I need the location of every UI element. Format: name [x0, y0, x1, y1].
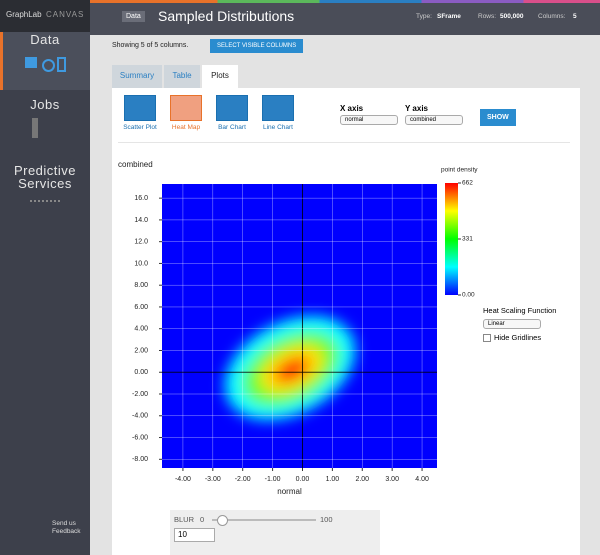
plot-type[interactable]: Scatter Plot	[118, 95, 162, 131]
colorbar	[445, 183, 458, 295]
chart: -4.00 -3.00 -2.00 -1.00 0.00 1.00 2.00 3.00 4.00…	[118, 160, 478, 496]
ps-icon	[30, 200, 60, 212]
type: SFrame	[437, 13, 461, 20]
y-tick-label: 14.0	[134, 217, 148, 224]
y-tick-label: -2.00	[132, 391, 148, 398]
show-button[interactable]: SHOW	[480, 109, 516, 126]
sidebar: GraphLab CANVAS Data Jobs Predictive Ser…	[0, 0, 90, 555]
x-axis-label: X axis	[340, 104, 364, 113]
checkbox[interactable]	[483, 334, 491, 342]
y-tick-label: 8.00	[134, 282, 148, 289]
tab[interactable]: Summary	[112, 65, 162, 88]
logo: GraphLab CANVAS	[0, 0, 90, 32]
y-tick-label: 2.00	[134, 347, 148, 354]
brand2: CANVAS	[46, 10, 85, 19]
plot-type[interactable]: Line Chart	[256, 95, 300, 131]
tab[interactable]: Table	[164, 65, 200, 88]
hide-gridlines: Hide Gridlines	[494, 333, 542, 342]
y-tick-label: 6.00	[134, 304, 148, 311]
y-axis-label: Y axis	[405, 104, 428, 113]
select-columns-button[interactable]: SELECT VISIBLE COLUMNS	[210, 39, 304, 53]
plot-type-label: Scatter Plot	[123, 124, 157, 131]
blur-input[interactable]: 10	[174, 528, 215, 542]
y-tick-label: 10.0	[134, 260, 148, 267]
tab-active[interactable]: Plots	[202, 65, 238, 88]
plot-type-label: Heat Map	[171, 124, 201, 131]
x-tick-label: -4.00	[175, 476, 191, 483]
columns: 5	[573, 13, 577, 20]
rows: 500,000	[500, 13, 524, 20]
colorbar-title: point density	[441, 167, 478, 174]
feedback[interactable]: Send us Feedback	[52, 520, 81, 535]
rows-label: Rows:	[478, 13, 497, 20]
blur-panel: BLUR 0 100 10	[170, 510, 380, 555]
y-tick-label: -4.00	[132, 413, 148, 420]
badge: Data	[122, 11, 145, 22]
x-tick-label: 1.00	[326, 476, 340, 483]
title: Sampled Distributions	[158, 8, 295, 24]
columns-label: Columns:	[538, 13, 566, 20]
nav-item[interactable]: Data	[30, 32, 60, 47]
slider-track[interactable]	[212, 515, 316, 526]
heat-scaling-select[interactable]: Linear	[483, 319, 541, 329]
x-tick-label: 0.00	[296, 476, 310, 483]
y-tick-label: -6.00	[132, 434, 148, 441]
jobs-icon	[32, 118, 64, 138]
divider	[118, 142, 570, 143]
plot-type-label: Line Chart	[263, 124, 293, 131]
y-tick-label: 0.00	[134, 369, 148, 376]
x-tick-label: -1.00	[265, 476, 281, 483]
blur-max: 100	[320, 515, 333, 524]
plot-type[interactable]: Bar Chart	[210, 95, 254, 131]
brand: GraphLab	[6, 10, 42, 19]
nav-icons	[25, 57, 66, 72]
slider-thumb[interactable]	[217, 515, 229, 526]
nav-item[interactable]: Predictive Services	[13, 163, 77, 191]
plot-type-icon	[170, 95, 202, 121]
blur-label: BLUR	[174, 515, 195, 524]
y-axis-title: combined	[118, 160, 153, 169]
x-tick-label: -2.00	[235, 476, 251, 483]
type-label: Type:	[416, 13, 432, 20]
x-tick-label: 3.00	[385, 476, 399, 483]
showing: Showing 5 of 5 columns.	[112, 42, 189, 49]
colorbar-tick-label: 662	[462, 180, 473, 187]
colorbar-tick-label: 331	[462, 236, 473, 243]
x-axis-title: normal	[277, 487, 302, 496]
x-tick-label: 4.00	[415, 476, 429, 483]
y-tick-label: 4.00	[134, 326, 148, 333]
nav-item[interactable]: Jobs	[30, 97, 60, 112]
plot-type-icon	[216, 95, 248, 121]
x-tick-label: 2.00	[355, 476, 369, 483]
y-axis-select[interactable]: combined	[405, 115, 463, 125]
plot-type[interactable]: Heat Map	[164, 95, 208, 131]
y-tick-label: 12.0	[134, 239, 148, 246]
x-tick-label: -3.00	[205, 476, 221, 483]
blur-min: 0	[200, 515, 205, 524]
heat-scaling-label: Heat Scaling Function	[483, 306, 557, 315]
colorbar-tick-label: 0.00	[462, 292, 475, 299]
y-tick-label: -8.00	[132, 456, 148, 463]
plot-type-icon	[124, 95, 156, 121]
x-axis-select[interactable]: normal	[340, 115, 398, 125]
plot-type-label: Bar Chart	[218, 124, 246, 131]
y-tick-label: 16.0	[134, 195, 148, 202]
plot-type-icon	[262, 95, 294, 121]
topbar: Data Sampled Distributions Type: SFrame …	[90, 0, 600, 35]
